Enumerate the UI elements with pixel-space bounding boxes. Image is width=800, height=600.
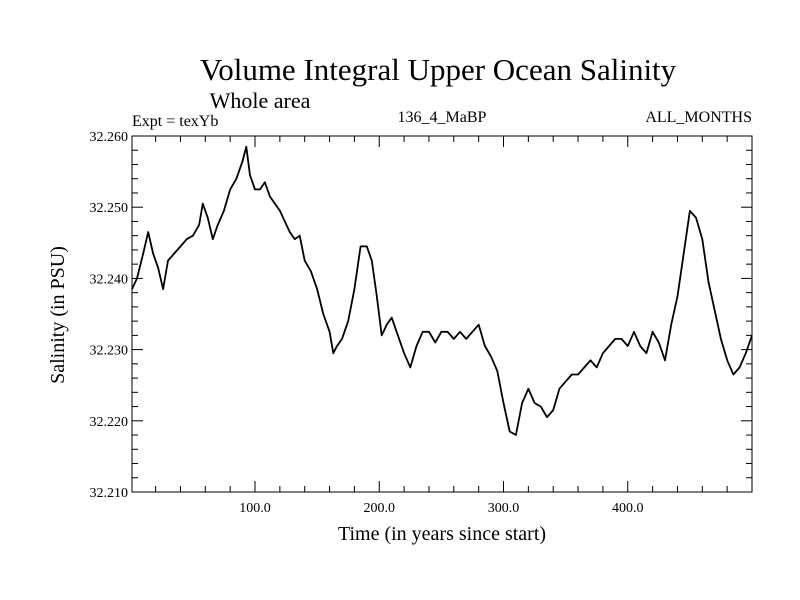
y-tick-label: 32.240: [90, 272, 129, 287]
salinity-series-line: [131, 145, 753, 436]
y-tick-label: 32.260: [90, 130, 129, 145]
axis-ticks: [132, 135, 752, 493]
y-tick-label: 32.250: [90, 201, 129, 216]
x-tick-label: 200.0: [364, 501, 396, 516]
chart-subtitle: Whole area: [210, 88, 311, 113]
chart-title: Volume Integral Upper Ocean Salinity: [200, 52, 677, 87]
y-tick-label: 32.210: [90, 486, 129, 501]
y-tick-label: 32.230: [90, 344, 129, 359]
tick-labels: 32.210 32.220 32.230 32.240 32.250 32.260 100.…: [90, 130, 644, 516]
x-tick-label: 400.0: [612, 501, 644, 516]
x-tick-label: 100.0: [239, 501, 271, 516]
x-axis-label: Time (in years since start): [338, 523, 546, 545]
months-label: ALL_MONTHS: [645, 109, 752, 126]
y-axis-label: Salinity (in PSU): [47, 246, 69, 384]
y-tick-label: 32.220: [90, 415, 129, 430]
experiment-label: Expt = texYb: [132, 113, 218, 130]
plot-area-frame: [131, 135, 753, 493]
x-tick-label: 300.0: [488, 501, 520, 516]
run-label: 136_4_MaBP: [398, 109, 487, 126]
